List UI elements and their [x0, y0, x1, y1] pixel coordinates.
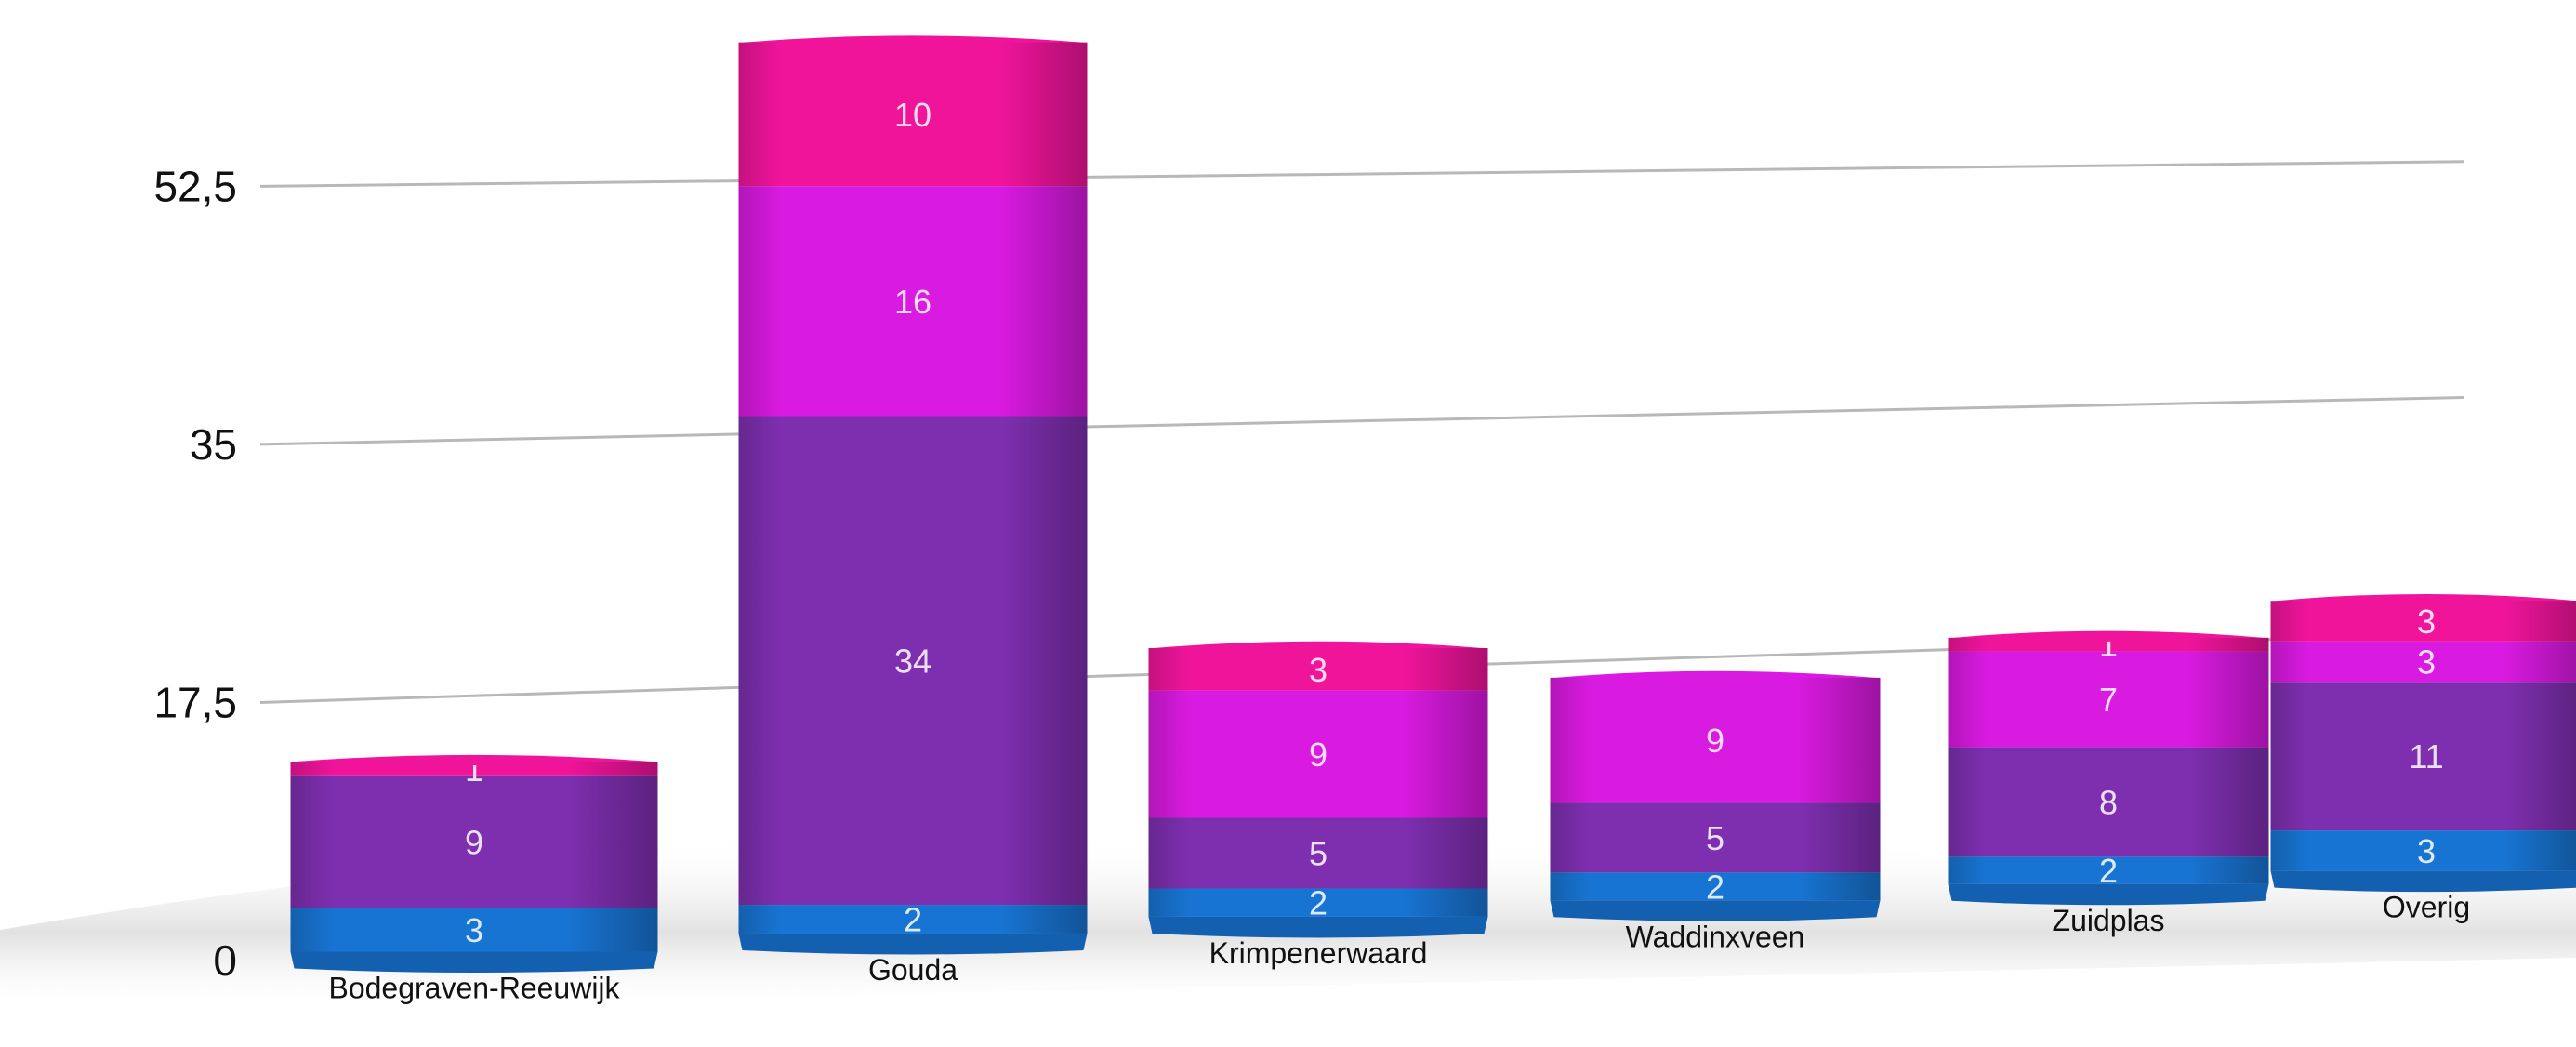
- bar-krimpenerwaard: 2593: [1148, 641, 1488, 938]
- bar-base: [1550, 900, 1881, 921]
- gridlines: [259, 160, 2464, 704]
- y-tick-label: 35: [190, 420, 237, 469]
- bar-base: [2270, 870, 2576, 893]
- bar-shading: [1148, 648, 1488, 917]
- bar-shading: [2270, 601, 2576, 871]
- bar-gouda: 2341610: [738, 35, 1088, 955]
- bar-shading: [738, 42, 1088, 934]
- x-tick-label: Krimpenerwaard: [1209, 936, 1428, 970]
- x-tick-label: Overig: [2383, 891, 2470, 924]
- y-tick-label: 52,5: [153, 162, 237, 210]
- gridline: [259, 396, 2464, 446]
- x-axis: Bodegraven-Reeuwijk Gouda Krimpenerwaard Wa…: [328, 891, 2470, 1005]
- y-axis: 0 17,5 35 52,5: [153, 162, 237, 985]
- x-tick-label: Bodegraven-Reeuwijk: [328, 971, 620, 1004]
- y-tick-label: 17,5: [153, 678, 237, 726]
- bar-shading: [290, 762, 658, 952]
- bar-base: [290, 951, 658, 973]
- bar-base: [1148, 916, 1488, 938]
- bar-base: [1948, 883, 2269, 906]
- bar-zuidplas: 2871: [1948, 626, 2269, 906]
- x-tick-label: Zuidplas: [2053, 904, 2165, 937]
- bar-bodegraven-reeuwijk: 391: [290, 750, 658, 973]
- x-tick-label: Gouda: [868, 953, 958, 987]
- bar-overig: 31133: [2270, 593, 2576, 893]
- gridline: [259, 160, 2464, 188]
- bar-shading: [1948, 637, 2269, 884]
- x-tick-label: Waddinxveen: [1626, 920, 1805, 953]
- bar-shading: [1550, 677, 1881, 901]
- bar-waddinxveen: 259: [1550, 670, 1881, 921]
- bar-base: [738, 933, 1088, 955]
- bars: 391 23416102593259 287131133: [290, 35, 2576, 973]
- y-tick-label: 0: [213, 936, 237, 985]
